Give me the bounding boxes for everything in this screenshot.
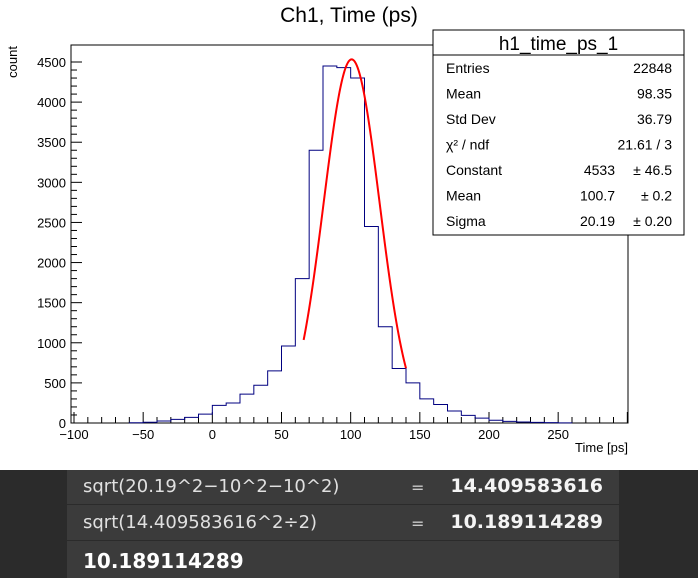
y-tick-label: 2500 xyxy=(37,215,66,230)
stats-row-value: 21.61 / 3 xyxy=(618,137,673,153)
history-row-1[interactable]: sqrt(20.19^2−10^2−10^2) = 14.409583616 xyxy=(67,470,619,505)
equals-sign: = xyxy=(411,478,425,497)
x-tick-label: 100 xyxy=(340,427,362,442)
stats-row-label: Std Dev xyxy=(446,111,496,127)
histogram-bin xyxy=(268,371,282,423)
histogram-bin xyxy=(475,418,489,423)
stats-row-value: 22848 xyxy=(633,60,672,76)
x-tick-label: 250 xyxy=(547,427,569,442)
equals-sign: = xyxy=(411,514,425,533)
y-axis-label: count xyxy=(5,46,20,78)
histogram-outline xyxy=(128,65,573,424)
calculator-history: sqrt(20.19^2−10^2−10^2) = 14.409583616 s… xyxy=(67,470,619,578)
histogram-bin xyxy=(420,399,434,423)
stats-row-error: ± 0.2 xyxy=(641,188,672,204)
x-tick-label: 200 xyxy=(478,427,500,442)
histogram-bin xyxy=(461,415,475,423)
y-tick-label: 4000 xyxy=(37,95,66,110)
histogram-bin xyxy=(309,150,323,423)
histogram-bin xyxy=(337,68,351,423)
histogram-bin xyxy=(351,78,365,423)
x-axis-label: Time [ps] xyxy=(575,440,628,455)
y-tick-label: 0 xyxy=(59,416,66,431)
histogram-plot: Ch1, Time (ps) count Time [ps] 050010001… xyxy=(5,4,685,455)
x-axis-ticks: −100 −50 0 50 100 150 200 250 xyxy=(59,412,628,442)
stats-row-label: Constant xyxy=(446,162,502,178)
histogram-bin xyxy=(378,327,392,423)
histogram-bin xyxy=(199,414,213,423)
stats-row-error: ± 46.5 xyxy=(633,162,672,178)
x-tick-label: 0 xyxy=(209,427,216,442)
histogram-bin xyxy=(212,405,226,423)
stats-row-value: 36.79 xyxy=(637,111,672,127)
stats-box: h1_time_ps_1 Entries 22848 Mean 98.35 Std Dev… xyxy=(432,29,685,236)
y-tick-label: 500 xyxy=(44,376,66,391)
histogram-bin xyxy=(254,385,268,423)
history-row-2[interactable]: sqrt(14.409583616^2÷2) = 10.189114289 xyxy=(67,506,619,541)
stats-row-label: Entries xyxy=(446,60,490,76)
y-tick-label: 1500 xyxy=(37,296,66,311)
y-tick-label: 3000 xyxy=(37,175,66,190)
stats-box-name: h1_time_ps_1 xyxy=(499,34,618,55)
histogram-bin xyxy=(185,417,199,423)
histogram-bin xyxy=(448,411,462,423)
y-axis-ticks: 0 500 1000 1500 2000 2500 3000 3500 4000 4500 xyxy=(37,55,82,431)
stats-row-label: χ² / ndf xyxy=(446,137,489,153)
history-expression: sqrt(14.409583616^2÷2) xyxy=(83,512,318,533)
y-tick-label: 3500 xyxy=(37,135,66,150)
histogram-bin xyxy=(226,403,240,423)
histogram-bin xyxy=(240,394,254,423)
calculator-panel: sqrt(20.19^2−10^2−10^2) = 14.409583616 s… xyxy=(0,470,698,578)
histogram-bin xyxy=(406,383,420,423)
stats-row-label: Mean xyxy=(446,188,481,204)
histogram-bin xyxy=(434,405,448,423)
x-tick-label: 50 xyxy=(274,427,288,442)
chart-title: Ch1, Time (ps) xyxy=(280,4,418,27)
histogram-bin xyxy=(171,419,185,423)
y-tick-label: 2000 xyxy=(37,256,66,271)
stats-row-value: 20.19 xyxy=(580,213,615,229)
history-expression: sqrt(20.19^2−10^2−10^2) xyxy=(83,476,340,497)
histogram-bin xyxy=(392,368,406,423)
histogram-bin xyxy=(365,226,379,423)
stats-row-value: 4533 xyxy=(584,162,615,178)
histogram-bin xyxy=(282,346,296,423)
y-tick-label: 4500 xyxy=(37,55,66,70)
stats-row-label: Mean xyxy=(446,86,481,102)
y-tick-label: 1000 xyxy=(37,336,66,351)
x-tick-label: 150 xyxy=(409,427,431,442)
gaussian-fit-curve xyxy=(302,58,407,369)
histogram-bin xyxy=(295,279,309,423)
stats-row-value: 100.7 xyxy=(580,188,615,204)
stats-row-label: Sigma xyxy=(446,213,486,229)
history-result: 10.189114289 xyxy=(450,511,603,533)
current-result[interactable]: 10.189114289 xyxy=(83,549,244,573)
history-result: 14.409583616 xyxy=(450,475,603,497)
stats-row-value: 98.35 xyxy=(637,86,672,102)
x-tick-label: −100 xyxy=(59,427,88,442)
stats-box-frame xyxy=(432,29,685,236)
stats-row-error: ± 0.20 xyxy=(633,213,672,229)
x-tick-label: −50 xyxy=(132,427,154,442)
